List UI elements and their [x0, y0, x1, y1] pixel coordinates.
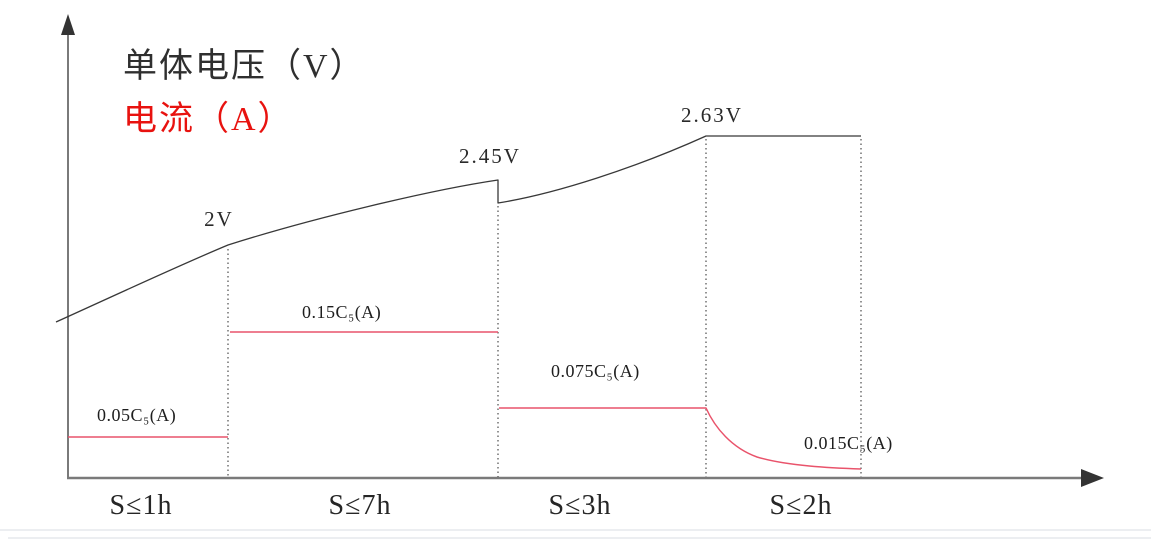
- current-annotation-0-15: 0.15C₅(A): [302, 302, 381, 323]
- current-curve: [68, 331, 862, 470]
- x-axis-arrow-icon: [1081, 469, 1104, 487]
- current-annotation-0-05: 0.05C₅(A): [97, 405, 176, 426]
- stage-label-1: S≤1h: [110, 490, 173, 521]
- current-annotation-0-075: 0.075C₅(A): [551, 361, 640, 382]
- voltage-annotation-2-45v: 2.45V: [459, 144, 521, 168]
- stage-label-2: S≤7h: [329, 490, 392, 521]
- voltage-curve: [55, 135, 861, 323]
- legend-voltage-label: 单体电压（V）: [123, 47, 366, 85]
- legend-current-label: 电流（A）: [123, 100, 294, 138]
- stage-label-4: S≤2h: [770, 490, 833, 521]
- y-axis-arrow-icon: [61, 14, 75, 35]
- voltage-annotation-2-63v: 2.63V: [681, 103, 743, 127]
- current-annotation-0-015: 0.015C₅(A): [804, 433, 893, 454]
- stage-label-3: S≤3h: [549, 490, 612, 521]
- voltage-annotation-2v: 2V: [204, 207, 234, 231]
